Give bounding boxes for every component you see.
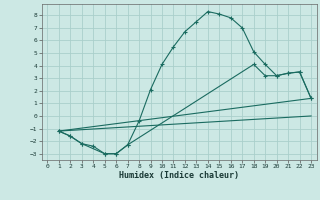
X-axis label: Humidex (Indice chaleur): Humidex (Indice chaleur) bbox=[119, 171, 239, 180]
